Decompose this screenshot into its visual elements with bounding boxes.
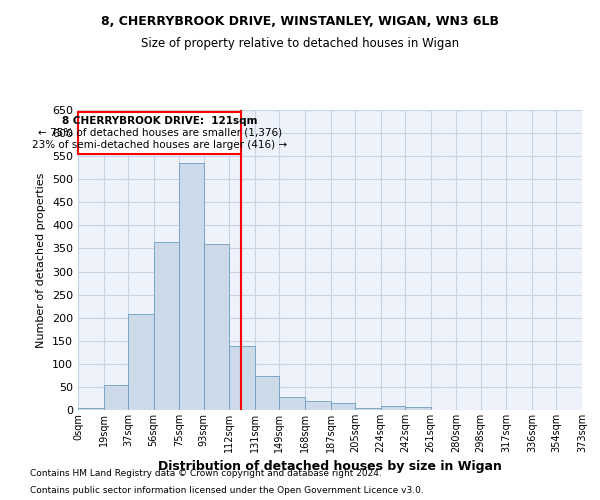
Text: ← 75% of detached houses are smaller (1,376): ← 75% of detached houses are smaller (1,… bbox=[38, 128, 282, 138]
Bar bbox=[331, 403, 355, 410]
Bar bbox=[78, 408, 104, 410]
Bar bbox=[78, 112, 241, 154]
Text: 23% of semi-detached houses are larger (416) →: 23% of semi-detached houses are larger (… bbox=[32, 140, 287, 150]
Text: 8, CHERRYBROOK DRIVE, WINSTANLEY, WIGAN, WN3 6LB: 8, CHERRYBROOK DRIVE, WINSTANLEY, WIGAN,… bbox=[101, 15, 499, 28]
Bar bbox=[305, 401, 331, 410]
Bar bbox=[255, 376, 280, 410]
Bar bbox=[128, 314, 154, 410]
Bar bbox=[380, 406, 405, 410]
X-axis label: Distribution of detached houses by size in Wigan: Distribution of detached houses by size … bbox=[158, 460, 502, 473]
Text: Contains public sector information licensed under the Open Government Licence v3: Contains public sector information licen… bbox=[30, 486, 424, 495]
Bar bbox=[280, 396, 305, 410]
Bar bbox=[229, 346, 255, 410]
Text: Size of property relative to detached houses in Wigan: Size of property relative to detached ho… bbox=[141, 38, 459, 51]
Text: 8 CHERRYBROOK DRIVE:  121sqm: 8 CHERRYBROOK DRIVE: 121sqm bbox=[62, 116, 257, 126]
Bar bbox=[355, 408, 380, 410]
Y-axis label: Number of detached properties: Number of detached properties bbox=[37, 172, 46, 348]
Bar bbox=[203, 244, 229, 410]
Text: Contains HM Land Registry data © Crown copyright and database right 2024.: Contains HM Land Registry data © Crown c… bbox=[30, 468, 382, 477]
Bar bbox=[405, 407, 431, 410]
Bar bbox=[104, 384, 128, 410]
Bar bbox=[179, 163, 203, 410]
Bar bbox=[154, 242, 179, 410]
